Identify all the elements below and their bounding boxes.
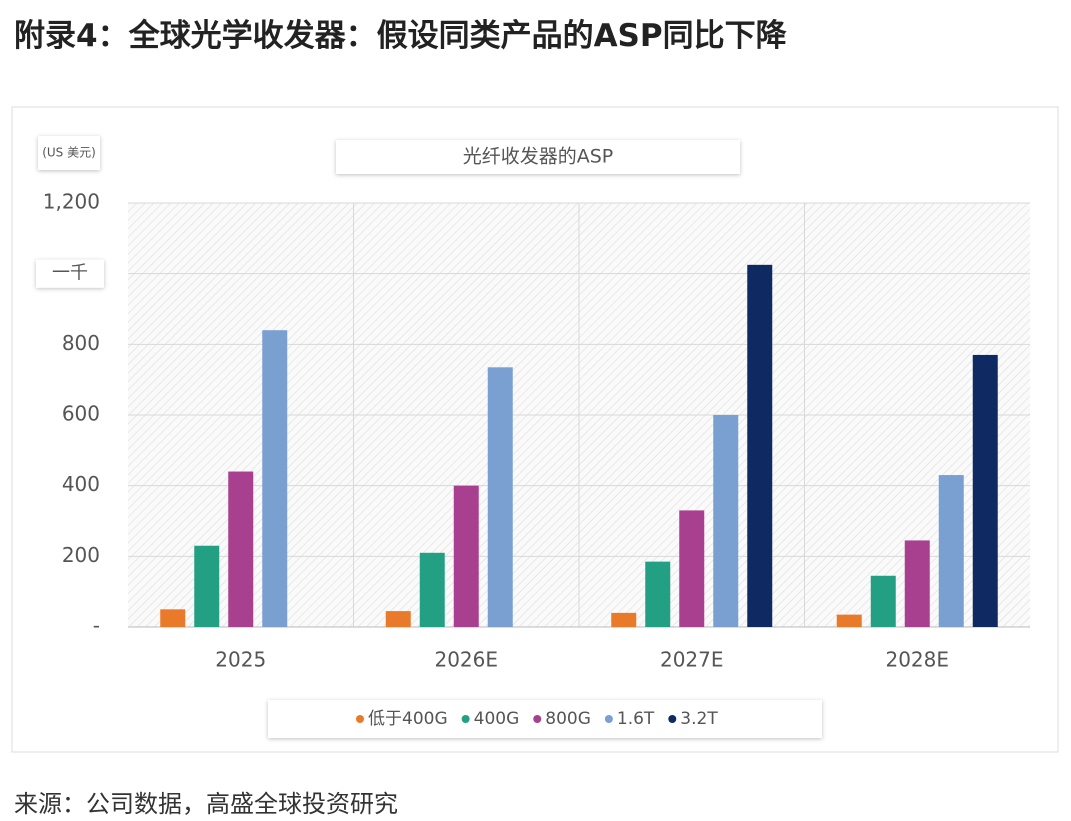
y-tick-label: 400 (62, 472, 100, 496)
legend-swatch (461, 715, 470, 723)
bar (938, 475, 964, 627)
bar (679, 510, 705, 627)
bar (972, 354, 998, 627)
bar (836, 614, 862, 627)
heading: 附录4：全球光学收发器：假设同类产品的ASP同比下降 (14, 18, 787, 54)
y-tick-label: 800 (62, 331, 100, 355)
y-tick-label: 1,200 (43, 190, 100, 214)
y-tick-label: - (93, 614, 100, 638)
y-label-box (38, 136, 100, 170)
legend-swatch (356, 715, 364, 723)
chart-title: 光纤收发器的ASP (463, 146, 614, 168)
label-box (36, 259, 104, 288)
y-axis-label: (US 美元) (42, 146, 96, 160)
bar (645, 561, 671, 627)
x-tick-label: 2027E (660, 648, 724, 672)
x-tick-label: 2026E (434, 648, 498, 672)
legend-swatch (604, 715, 613, 723)
x-tick-label: 2025 (215, 648, 266, 672)
legend-swatch (668, 715, 677, 723)
bar (611, 612, 637, 627)
legend-label: 400G (474, 709, 520, 729)
legend-label: 低于400G (368, 709, 448, 729)
y-tick-label: 200 (62, 543, 100, 567)
bar (228, 471, 254, 627)
bar (904, 540, 930, 627)
source: 来源：公司数据，高盛全球投资研究 (14, 790, 398, 818)
bar (419, 552, 445, 627)
bar (194, 545, 220, 627)
legend-label: 800G (545, 709, 591, 729)
bar (747, 264, 773, 627)
title-box (336, 140, 740, 174)
x-tick-label: 2028E (885, 648, 949, 672)
bar (453, 485, 479, 627)
chart: - 200 400 600 800 一千 1,200 2025 2026E 2027E 2028E 光… (11, 106, 1059, 753)
bar (160, 609, 186, 627)
bar (713, 415, 739, 627)
legend-label: 3.2T (680, 709, 718, 729)
bar (870, 575, 896, 627)
y-tick-label: 一千 (52, 263, 88, 284)
legend-swatch (533, 715, 542, 723)
bar (385, 611, 411, 627)
bar (262, 330, 288, 627)
legend-label: 1.6T (617, 709, 655, 729)
y-tick-label: 600 (62, 402, 100, 426)
bar (487, 367, 513, 627)
